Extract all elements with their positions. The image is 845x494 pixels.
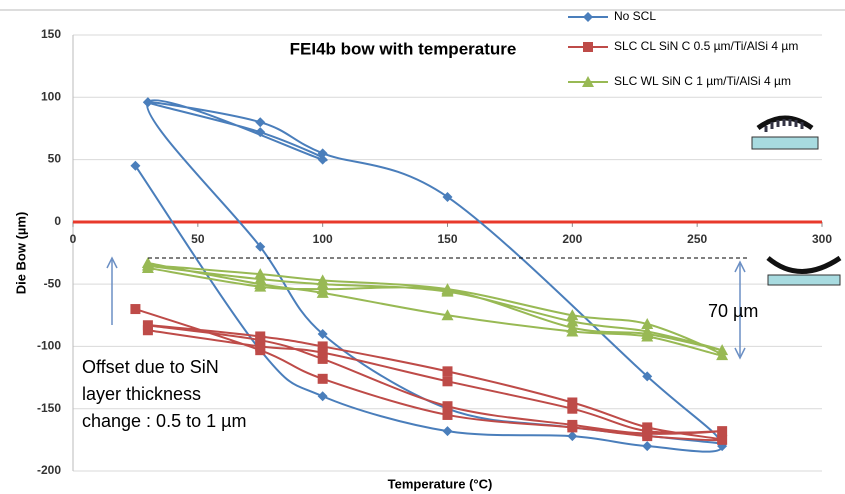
marker (255, 341, 266, 352)
chart-title: FEI4b bow with temperature (290, 39, 517, 58)
x-tick-label: 100 (313, 232, 333, 246)
marker (142, 97, 153, 108)
annotation: Offset due to SiN (82, 357, 219, 377)
x-axis-title: Temperature (°C) (388, 476, 493, 491)
marker (566, 321, 579, 333)
marker (255, 335, 266, 346)
annotation: change : 0.5 to 1 µm (82, 411, 246, 431)
marker (130, 304, 141, 315)
legend-label: No SCL (614, 9, 656, 23)
marker (442, 191, 453, 202)
arrows (106, 256, 746, 360)
marker (583, 42, 593, 52)
marker (255, 127, 266, 138)
marker (442, 376, 453, 387)
marker (582, 76, 594, 87)
marker (567, 403, 578, 414)
marker (641, 318, 654, 330)
marker (642, 371, 653, 382)
y-tick-label: -150 (37, 401, 61, 415)
marker (317, 373, 328, 384)
marker (567, 397, 578, 408)
x-tick-label: 0 (70, 232, 77, 246)
marker (442, 409, 453, 420)
annotation: layer thickness (82, 384, 201, 404)
legend-label: SLC CL SiN C 0.5 µm/Ti/AlSi 4 µm (614, 39, 798, 53)
marker (317, 353, 328, 364)
marker (642, 441, 653, 452)
marker (566, 315, 579, 327)
x-tick-label: 300 (812, 232, 832, 246)
marker (642, 426, 653, 437)
marker (441, 309, 454, 321)
marker (254, 273, 267, 285)
x-tick-label: 50 (191, 232, 205, 246)
y-tick-label: -200 (37, 463, 61, 477)
marker (254, 280, 267, 292)
y-tick-label: 100 (41, 89, 61, 103)
marker (641, 327, 654, 339)
y-tick-label: 0 (54, 214, 61, 228)
marker (130, 160, 141, 171)
marker (255, 117, 266, 128)
marker (317, 391, 328, 402)
y-tick-label: -50 (44, 276, 62, 290)
marker (317, 154, 328, 165)
marker (567, 419, 578, 430)
marker (317, 341, 328, 352)
marker (566, 309, 579, 321)
marker (716, 344, 729, 356)
x-tick-label: 150 (437, 232, 457, 246)
marker (317, 148, 328, 159)
marker (567, 431, 578, 442)
marker (442, 401, 453, 412)
annotation: 70 µm (708, 301, 758, 321)
marker (441, 284, 454, 296)
marker (142, 325, 153, 336)
legend-label: SLC WL SiN C 1 µm/Ti/AlSi 4 µm (614, 74, 791, 88)
marker (583, 12, 593, 22)
y-tick-label: 150 (41, 27, 61, 41)
marker (442, 366, 453, 377)
marker (442, 426, 453, 437)
y-axis-title: Die Bow (µm) (13, 212, 28, 295)
marker (317, 347, 328, 358)
marker (317, 328, 328, 339)
y-tick-label: 50 (48, 152, 62, 166)
marker (141, 261, 154, 273)
chip-icon (751, 115, 842, 286)
x-tick-label: 250 (687, 232, 707, 246)
marker (316, 283, 329, 295)
x-tick-label: 200 (562, 232, 582, 246)
marker (255, 241, 266, 252)
y-tick-label: -100 (37, 339, 61, 353)
marker (717, 434, 728, 445)
marker (717, 426, 728, 437)
